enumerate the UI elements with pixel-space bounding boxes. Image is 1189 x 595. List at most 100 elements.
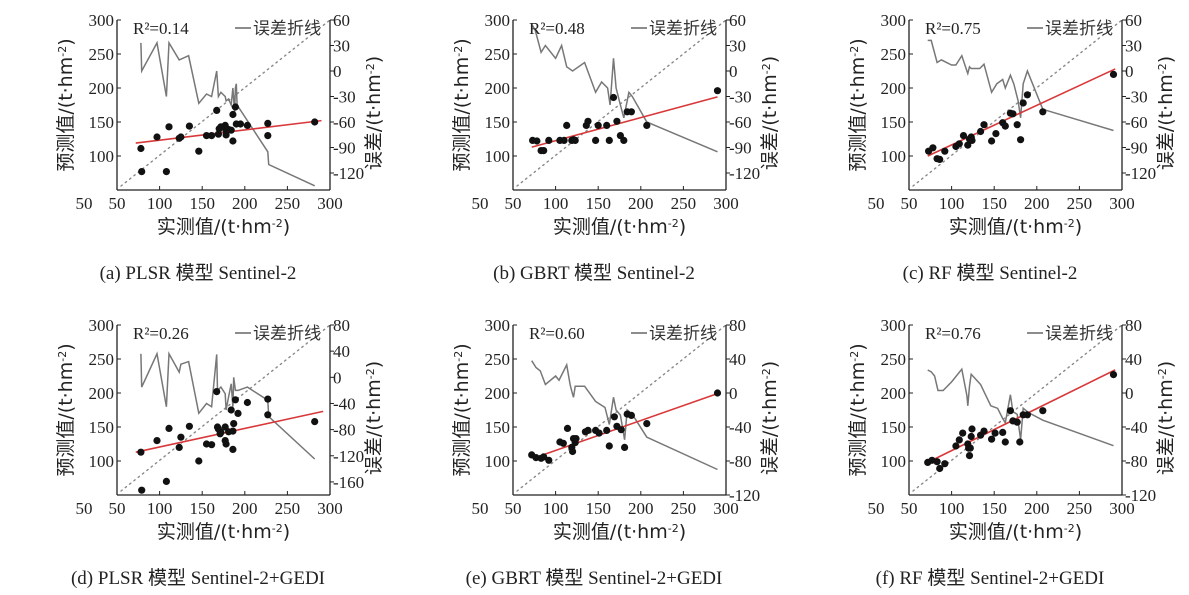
scatter-point xyxy=(955,436,963,444)
y2-tick-label: 0 xyxy=(729,62,738,81)
y2-axis-title: 误差/(t·hm-2) xyxy=(759,361,781,475)
y-axis-title: 预测值/(t·hm-2) xyxy=(55,38,77,171)
error-polyline xyxy=(531,23,718,153)
scatter-point xyxy=(627,108,635,116)
scatter-point xyxy=(592,136,600,144)
x-tick-label: 250 xyxy=(275,194,301,213)
scatter-point xyxy=(1017,136,1025,144)
y-tick-label: 100 xyxy=(485,147,511,166)
y-tick-label: 200 xyxy=(881,79,907,98)
y2-tick-label: -90 xyxy=(729,139,752,158)
scatter-point xyxy=(138,168,146,176)
scatter-point xyxy=(177,133,185,141)
y-tick-label: 300 xyxy=(881,11,907,30)
r-squared-annotation: R²=0.14 xyxy=(133,19,189,38)
y-tick-label: 50 xyxy=(868,194,885,213)
y-tick-label: 100 xyxy=(485,452,511,471)
y2-axis-title: 误差/(t·hm-2) xyxy=(1155,56,1177,170)
scatter-point xyxy=(1001,122,1009,130)
scatter-point xyxy=(213,388,221,396)
y-tick-label: 200 xyxy=(89,79,115,98)
x-tick-label: 200 xyxy=(1024,499,1050,518)
y2-tick-label: 0 xyxy=(333,368,342,387)
diagonal-1to1-line xyxy=(912,19,1123,187)
r-squared-annotation: R²=0.48 xyxy=(529,19,585,38)
scatter-point xyxy=(175,443,183,451)
scatter-point xyxy=(713,389,722,397)
scatter-point xyxy=(941,147,949,155)
chart-svg-c: 50 100 150 200 250 30010015020025030050-120-9… xyxy=(847,11,1177,238)
scatter-point xyxy=(572,435,580,443)
y-tick-label: 250 xyxy=(881,350,907,369)
y-tick-label: 150 xyxy=(89,113,115,132)
diagonal-1to1-line xyxy=(516,324,727,492)
scatter-point xyxy=(603,426,611,434)
x-tick-label: 300 xyxy=(713,194,739,213)
y2-tick-label: -40 xyxy=(333,394,356,413)
diagonal-1to1-line xyxy=(120,19,331,187)
y2-tick-label: -80 xyxy=(333,421,356,440)
y2-tick-label: 40 xyxy=(729,350,746,369)
y2-axis-title: 误差/(t·hm-2) xyxy=(1155,361,1177,475)
scatter-point xyxy=(214,130,222,138)
x-axis-title: 实测值/(t·hm-2) xyxy=(949,216,1082,238)
y-tick-label: 200 xyxy=(881,384,907,403)
x-tick-label: 300 xyxy=(713,499,739,518)
x-tick-label: 300 xyxy=(317,194,343,213)
x-axis-title: 实测值/(t·hm-2) xyxy=(949,521,1082,543)
scatter-point xyxy=(941,460,949,468)
y-tick-label: 250 xyxy=(89,350,115,369)
y2-tick-label: 40 xyxy=(1125,350,1142,369)
x-tick-label: 50 xyxy=(109,194,126,213)
y2-tick-label: 80 xyxy=(1125,316,1142,335)
y2-tick-label: -60 xyxy=(333,113,356,132)
x-tick-label: 50 xyxy=(505,194,522,213)
x-tick-label: 300 xyxy=(317,499,343,518)
r-squared-annotation: R²=0.26 xyxy=(133,324,189,343)
y-tick-label: 150 xyxy=(881,418,907,437)
scatter-point xyxy=(153,437,161,445)
scatter-point xyxy=(1001,438,1009,446)
scatter-point xyxy=(988,435,996,443)
scatter-point xyxy=(609,93,618,102)
scatter-point xyxy=(540,453,548,461)
y-tick-label: 100 xyxy=(881,147,907,166)
y2-tick-label: 0 xyxy=(1125,384,1134,403)
scatter-point xyxy=(603,121,611,129)
y2-tick-label: 40 xyxy=(333,342,350,361)
scatter-point xyxy=(208,132,216,140)
scatter-point xyxy=(1039,108,1047,116)
scatter-point xyxy=(569,447,577,456)
scatter-point xyxy=(264,132,272,140)
scatter-point xyxy=(563,424,572,432)
legend-error-line-label: 误差折线 xyxy=(649,324,717,344)
scatter-point xyxy=(1023,411,1031,419)
scatter-point xyxy=(533,137,541,145)
panel-caption-b: (b) GBRT 模型 Sentinel-2 xyxy=(493,263,695,284)
scatter-point xyxy=(627,411,635,419)
scatter-point xyxy=(138,486,146,494)
scatter-point xyxy=(643,420,651,428)
scatter-point xyxy=(229,137,237,145)
error-polyline xyxy=(927,367,1114,447)
panel-caption-e: (e) GBRT 模型 Sentinel-2+GEDI xyxy=(465,568,723,589)
x-tick-label: 250 xyxy=(671,499,697,518)
scatter-point xyxy=(229,110,237,119)
y2-tick-label: -30 xyxy=(729,88,752,107)
y2-tick-label: -160 xyxy=(333,473,364,492)
x-tick-label: 150 xyxy=(189,499,215,518)
y-tick-label: 150 xyxy=(89,418,115,437)
scatter-point xyxy=(952,442,960,450)
y2-tick-label: -60 xyxy=(729,113,752,132)
scatter-point xyxy=(560,136,568,144)
scatter-point xyxy=(202,132,211,140)
scatter-point xyxy=(621,443,629,451)
y-tick-label: 50 xyxy=(76,499,93,518)
panel-caption-f: (f) RF 模型 Sentinel-2+GEDI xyxy=(875,568,1105,589)
y2-tick-label: -80 xyxy=(729,452,752,471)
y2-tick-label: -90 xyxy=(1125,139,1148,158)
chart-panel-b: 50 100 150 200 250 300 100 150 200 250 300 50 -120 -9… xyxy=(396,0,792,290)
scatter-point xyxy=(177,433,185,441)
x-tick-label: 150 xyxy=(981,499,1007,518)
scatter-point xyxy=(243,121,251,129)
